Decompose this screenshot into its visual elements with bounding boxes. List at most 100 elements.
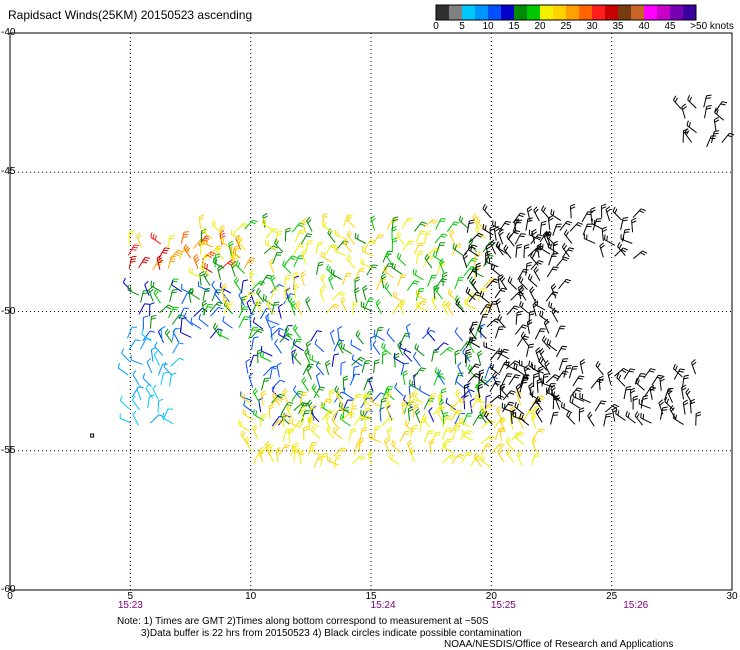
wind-barb [426,327,436,342]
wind-barb [462,347,471,363]
wind-barb [331,291,346,301]
colorbar-swatch [449,5,463,20]
wind-barb [477,383,484,399]
wind-barb [569,396,581,409]
wind-barb [427,274,437,287]
wind-barb [328,274,334,290]
wind-barb [472,213,479,229]
wind-barb [249,313,255,328]
wind-barb [291,349,297,364]
wind-barb [267,315,280,326]
wind-barb [150,414,164,424]
wind-barb [450,422,462,434]
wind-barb [536,243,543,258]
wind-barb [561,242,570,258]
wind-barb [545,291,559,302]
colorbar-swatch [475,5,489,20]
wind-barb [556,345,568,358]
wind-barb [345,214,356,228]
wind-barb [391,439,402,453]
wind-barb [415,230,426,243]
wind-barb [304,348,311,364]
wind-barb [529,389,541,402]
wind-barb [217,264,223,280]
colorbar-swatch [683,5,697,20]
wind-barb [260,390,267,406]
wind-barb [455,389,463,404]
wind-barb [421,329,436,340]
wind-barb [501,373,513,385]
wind-barb [330,268,342,280]
wind-barb [259,351,272,363]
wind-barb [364,239,376,251]
wind-barb [475,262,481,277]
colorbar-swatch [618,5,632,20]
wind-barb [211,219,222,233]
wind-barb [479,323,486,339]
wind-barb [171,327,180,341]
colorbar-swatch [436,5,450,20]
wind-barb [342,375,349,390]
wind-barb [442,441,454,454]
wind-barb [300,405,307,421]
wind-barb [479,313,489,327]
wind-barb [298,449,305,465]
wind-barb [334,246,346,257]
wind-barb [442,415,452,428]
wind-barb [331,353,340,367]
wind-barb [519,412,530,426]
wind-barb [579,392,591,404]
wind-barb [518,276,528,290]
wind-barb [658,399,664,415]
wind-barb [540,377,553,388]
wind-barb [121,348,131,363]
wind-barb [590,206,596,222]
wind-barb [332,406,347,417]
wind-barb [442,454,456,464]
wind-barb [270,284,284,294]
colorbar-swatch [553,5,567,20]
wind-barb [202,303,214,316]
wind-barb [582,223,593,236]
wind-barb [649,384,655,400]
wind-barb [127,244,140,256]
wind-barb [172,342,184,354]
wind-barb [473,452,482,467]
wind-barb [350,405,358,419]
wind-barb [560,401,573,414]
wind-barb [498,347,510,360]
wind-barb [388,453,400,465]
wind-barb [578,407,585,422]
wind-barb [396,252,407,266]
wind-barb [308,416,314,431]
wind-barb [291,390,304,402]
colorbar-label: 5 [459,21,465,32]
wind-barb [612,206,622,221]
wind-barb [126,326,137,339]
wind-barb [200,263,211,277]
wind-barb [603,413,612,427]
wind-barb [471,278,479,294]
wind-barb [142,330,156,341]
wind-barb [138,256,150,268]
x-tick-label: 5 [127,591,134,602]
wind-barb [140,289,149,303]
colorbar-swatch [462,5,476,20]
wind-barb [278,444,291,456]
wind-barb [514,233,526,245]
colorbar-label: >50 knots [690,21,734,32]
wind-barb [310,404,316,419]
wind-barb [172,327,180,343]
wind-barb [199,271,205,286]
wind-barb [301,376,309,392]
wind-barb [451,453,465,464]
wind-barb [289,418,302,429]
wind-barb [431,295,437,311]
wind-barb [263,366,277,377]
wind-barb [272,252,283,264]
wind-barb [331,415,340,430]
wind-barb [603,234,616,246]
wind-barb [391,216,399,231]
wind-barb [262,218,273,231]
wind-barb [274,339,282,354]
